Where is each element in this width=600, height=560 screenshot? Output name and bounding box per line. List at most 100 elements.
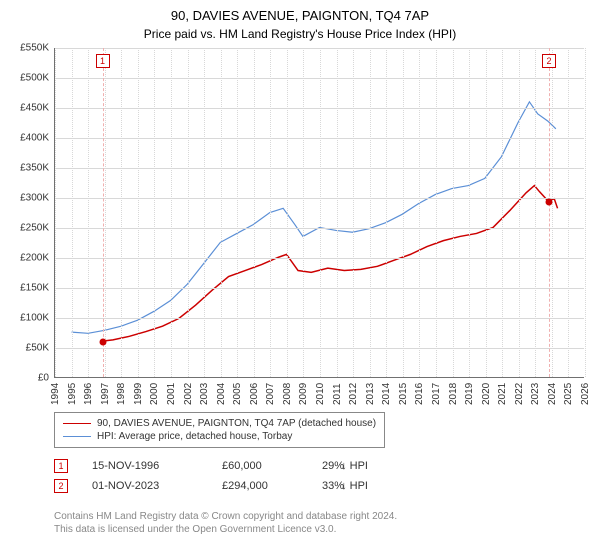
x-axis-tick-label: 2022 [514, 383, 525, 405]
gridline-vertical [270, 48, 271, 377]
legend-swatch [63, 423, 91, 424]
gridline-vertical [121, 48, 122, 377]
x-axis-tick-label: 2021 [497, 383, 508, 405]
x-axis-tick-label: 2006 [249, 383, 260, 405]
gridline-vertical [585, 48, 586, 377]
gridline-vertical [287, 48, 288, 377]
gridline-vertical [419, 48, 420, 377]
gridline-vertical [436, 48, 437, 377]
gridline-vertical [55, 48, 56, 377]
series-line-hpi [72, 102, 556, 333]
x-axis-tick-label: 2023 [530, 383, 541, 405]
x-axis-tick-label: 2012 [348, 383, 359, 405]
gridline-vertical [88, 48, 89, 377]
down-arrow-icon: ↓ [341, 480, 347, 492]
x-axis-tick-label: 2007 [265, 383, 276, 405]
x-axis-tick-label: 2000 [149, 383, 160, 405]
gridline-vertical [254, 48, 255, 377]
footer-line-1: Contains HM Land Registry data © Crown c… [54, 510, 397, 523]
x-axis-tick-label: 2015 [398, 383, 409, 405]
gridline-vertical [204, 48, 205, 377]
x-axis-tick-label: 2004 [216, 383, 227, 405]
chart-subtitle: Price paid vs. HM Land Registry's House … [0, 23, 600, 47]
legend-label: 90, DAVIES AVENUE, PAIGNTON, TQ4 7AP (de… [97, 418, 376, 429]
x-axis-tick-label: 2014 [381, 383, 392, 405]
x-axis-tick-label: 1999 [133, 383, 144, 405]
x-axis-tick-label: 2010 [315, 383, 326, 405]
marker-label-box: 1 [96, 54, 110, 68]
gridline-vertical [568, 48, 569, 377]
y-axis-tick-label: £350K [20, 163, 49, 174]
gridline-vertical [72, 48, 73, 377]
chart-footer: Contains HM Land Registry data © Crown c… [54, 510, 397, 536]
chart-plot-area: £0£50K£100K£150K£200K£250K£300K£350K£400… [54, 48, 584, 378]
y-axis-tick-label: £250K [20, 223, 49, 234]
row-price: £294,000 [222, 480, 322, 492]
gridline-vertical [154, 48, 155, 377]
legend-label: HPI: Average price, detached house, Torb… [97, 431, 292, 442]
legend-item: 90, DAVIES AVENUE, PAIGNTON, TQ4 7AP (de… [63, 417, 376, 430]
sale-data-row: 115-NOV-1996£60,00029% ↓ HPI [54, 456, 392, 476]
gridline-vertical [303, 48, 304, 377]
y-axis-tick-label: £400K [20, 133, 49, 144]
row-percent: 29% ↓ HPI [322, 460, 392, 472]
row-date: 15-NOV-1996 [92, 460, 222, 472]
x-axis-tick-label: 2002 [183, 383, 194, 405]
gridline-vertical [453, 48, 454, 377]
marker-guide-line [549, 48, 550, 377]
gridline-vertical [138, 48, 139, 377]
gridline-vertical [552, 48, 553, 377]
chart-legend: 90, DAVIES AVENUE, PAIGNTON, TQ4 7AP (de… [54, 412, 385, 448]
gridline-vertical [502, 48, 503, 377]
chart-title: 90, DAVIES AVENUE, PAIGNTON, TQ4 7AP [0, 0, 600, 23]
gridline-vertical [320, 48, 321, 377]
row-marker-box: 2 [54, 479, 68, 493]
gridline-vertical [386, 48, 387, 377]
y-axis-tick-label: £300K [20, 193, 49, 204]
sale-data-row: 2 01-NOV-2023£294,00033% ↓ HPI [54, 476, 392, 496]
x-axis-tick-label: 1994 [50, 383, 61, 405]
y-axis-tick-label: £150K [20, 283, 49, 294]
x-axis-tick-label: 2016 [414, 383, 425, 405]
marker-guide-line [103, 48, 104, 377]
y-axis-tick-label: £500K [20, 73, 49, 84]
gridline-vertical [370, 48, 371, 377]
x-axis-tick-label: 2025 [563, 383, 574, 405]
gridline-vertical [171, 48, 172, 377]
x-axis-tick-label: 2001 [166, 383, 177, 405]
y-axis-tick-label: £550K [20, 43, 49, 54]
sale-point-marker [99, 339, 106, 346]
x-axis-tick-label: 1995 [67, 383, 78, 405]
legend-swatch [63, 436, 91, 437]
gridline-vertical [403, 48, 404, 377]
sale-point-marker [546, 198, 553, 205]
marker-label-box: 2 [542, 54, 556, 68]
gridline-vertical [469, 48, 470, 377]
sale-data-table: 115-NOV-1996£60,00029% ↓ HPI 2 01-NOV-2023… [54, 456, 392, 496]
gridline-vertical [535, 48, 536, 377]
legend-item: HPI: Average price, detached house, Torb… [63, 430, 376, 443]
x-axis-tick-label: 2005 [232, 383, 243, 405]
gridline-vertical [237, 48, 238, 377]
x-axis-tick-label: 2019 [464, 383, 475, 405]
row-date: 01-NOV-2023 [92, 480, 222, 492]
x-axis-tick-label: 2013 [365, 383, 376, 405]
gridline-vertical [337, 48, 338, 377]
y-axis-tick-label: £200K [20, 253, 49, 264]
x-axis-tick-label: 2009 [298, 383, 309, 405]
gridline-vertical [353, 48, 354, 377]
x-axis-tick-label: 1997 [100, 383, 111, 405]
row-percent: 33% ↓ HPI [322, 480, 392, 492]
gridline-vertical [105, 48, 106, 377]
x-axis-tick-label: 2024 [547, 383, 558, 405]
gridline-vertical [519, 48, 520, 377]
chart-container: 90, DAVIES AVENUE, PAIGNTON, TQ4 7AP Pri… [0, 0, 600, 560]
x-axis-tick-label: 2017 [431, 383, 442, 405]
x-axis-tick-label: 2003 [199, 383, 210, 405]
y-axis-tick-label: £100K [20, 313, 49, 324]
y-axis-tick-label: £50K [26, 343, 49, 354]
x-axis-tick-label: 2020 [481, 383, 492, 405]
footer-line-2: This data is licensed under the Open Gov… [54, 523, 397, 536]
x-axis-tick-label: 2011 [332, 383, 343, 405]
x-axis-tick-label: 1998 [116, 383, 127, 405]
